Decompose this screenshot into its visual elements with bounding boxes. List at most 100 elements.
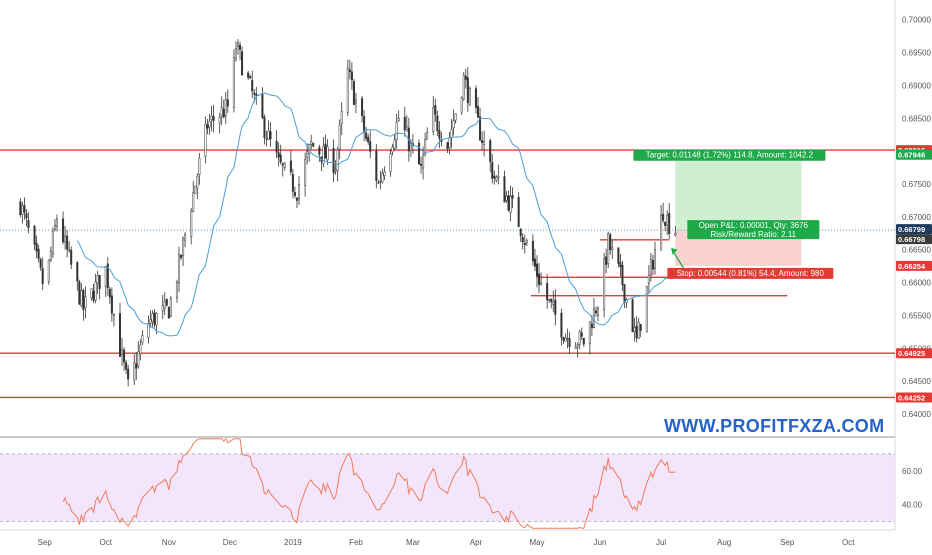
candle-body [239, 44, 242, 50]
candle-body [151, 313, 154, 323]
candle-body [381, 173, 384, 183]
current-price-label-bg [896, 224, 932, 235]
y-tick-label: 0.70000 [902, 16, 931, 25]
candle-body [525, 240, 528, 244]
stop-label: Stop: 0.00544 (0.81%) 54.4, Amount: 980 [677, 269, 825, 278]
candle-body [481, 140, 484, 143]
level-price-label: 0.64252 [898, 393, 925, 402]
candle-body [403, 116, 406, 131]
candle-body [637, 322, 640, 339]
candle-body [552, 301, 555, 305]
candle-body [127, 368, 130, 380]
candle-body [161, 305, 164, 312]
candle-body [194, 185, 197, 194]
y-tick-label: 0.68500 [902, 114, 931, 123]
candle-body [104, 266, 107, 287]
candle-body [611, 247, 614, 250]
candle-body [326, 146, 329, 161]
candle-body [434, 105, 437, 115]
candle-body [275, 140, 278, 153]
candle-body [367, 136, 370, 143]
candle-body [293, 192, 296, 196]
y-tick-label: 0.67000 [902, 213, 931, 222]
candle-body [291, 174, 294, 192]
candle-body [438, 130, 441, 139]
candle-body [464, 75, 467, 80]
candle-body [582, 337, 585, 345]
candle-body [454, 113, 457, 121]
candle-body [106, 263, 109, 288]
candle-body [163, 300, 166, 309]
candle-body [361, 98, 364, 117]
candle-body [297, 184, 301, 200]
candle-body [82, 289, 85, 311]
candle-body [509, 196, 512, 213]
candle-body [334, 169, 337, 172]
candle-body [78, 281, 81, 305]
candle-body [674, 233, 677, 236]
candle-body [538, 273, 541, 285]
candle-body [249, 76, 252, 79]
candle-body [550, 298, 553, 302]
rsi-band [0, 453, 895, 522]
candle-body [580, 332, 583, 337]
candle-body [521, 237, 524, 243]
candle-body [369, 141, 372, 152]
candle-body [590, 323, 593, 329]
pnl-label: Open P&L: 0.00001, Qty: 3676 [699, 221, 809, 230]
candle-body [255, 93, 258, 96]
watermark-text: WWW.PROFITFXZA.COM [664, 416, 885, 436]
candle-body [76, 262, 79, 282]
y-tick-label: 0.69000 [902, 81, 931, 90]
pnl-label-bg [687, 220, 820, 240]
candle-body [651, 259, 654, 270]
candle-body [426, 132, 429, 140]
level-price-label-bg [896, 348, 932, 359]
candle-body [379, 180, 382, 183]
candle-body [405, 126, 408, 132]
candle-body [304, 159, 307, 186]
candle-body [192, 192, 195, 212]
candle-body [167, 306, 170, 319]
candle-body [621, 264, 624, 286]
candle-body [196, 175, 199, 189]
candle-body [649, 259, 652, 275]
candle-body [338, 125, 341, 150]
candle-body [169, 298, 172, 317]
candle-body [190, 210, 193, 237]
candle-body [554, 299, 557, 315]
candle-body [236, 42, 240, 47]
candle-body [350, 71, 353, 81]
candle-body [177, 254, 181, 284]
candle-body [267, 130, 270, 140]
entry-arrow-head [671, 247, 678, 255]
stop-label-bg [667, 267, 834, 279]
candle-body [253, 92, 256, 95]
candle-body [507, 195, 510, 211]
candle-body [123, 349, 126, 363]
candle-body [62, 218, 65, 243]
candle-body [662, 213, 665, 221]
candle-body [55, 218, 58, 227]
level-price-label: 0.64925 [898, 349, 925, 358]
candle-body [619, 262, 622, 267]
candle-body [393, 139, 396, 149]
candle-body [289, 160, 292, 173]
candle-body [639, 324, 642, 331]
target-zone [675, 154, 802, 231]
candle-body [49, 251, 52, 261]
candle-body [35, 242, 38, 252]
candle-body [546, 282, 549, 301]
candle-body [147, 322, 150, 338]
candle-body [306, 151, 309, 158]
y-tick-label: 0.64500 [902, 377, 931, 386]
candle-body [432, 107, 435, 132]
candle-body [479, 116, 482, 141]
entry-price-label-bg [896, 234, 932, 245]
candle-body [310, 141, 313, 145]
x-tick-label: Feb [349, 538, 363, 547]
candle-body [664, 221, 667, 226]
candle-body [269, 131, 272, 140]
x-tick-label: Sep [38, 538, 53, 547]
